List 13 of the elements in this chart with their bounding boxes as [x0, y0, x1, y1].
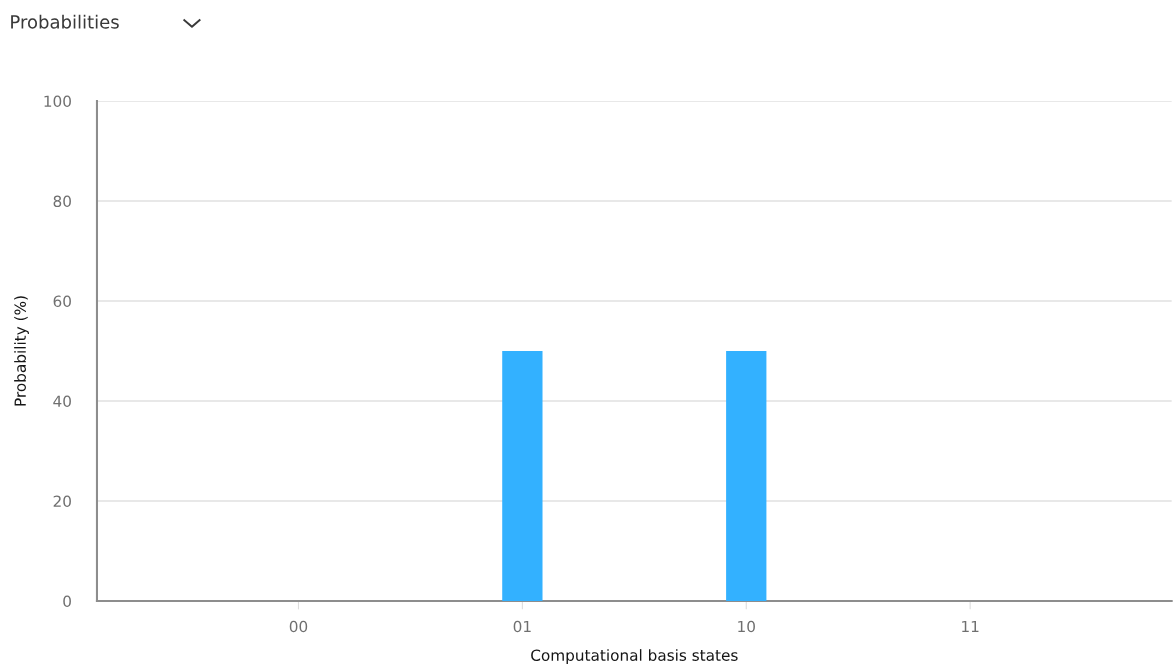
y-tick-label: 60	[53, 295, 71, 308]
y-tick-label: 80	[53, 195, 71, 208]
x-tick-label: 01	[513, 620, 531, 633]
x-tick-label: 10	[738, 620, 755, 633]
y-axis-title: Probability (%)	[14, 296, 29, 406]
x-axis-title: Computational basis states	[531, 649, 738, 664]
y-tick-label: 40	[53, 395, 71, 408]
y-tick-label: 100	[44, 95, 71, 108]
x-tick-label: 11	[962, 620, 979, 633]
y-tick-label: 20	[53, 495, 71, 508]
chart-title: Probabilities	[11, 14, 119, 29]
y-tick-label: 0	[63, 595, 71, 608]
x-tick-label: 00	[289, 620, 308, 633]
